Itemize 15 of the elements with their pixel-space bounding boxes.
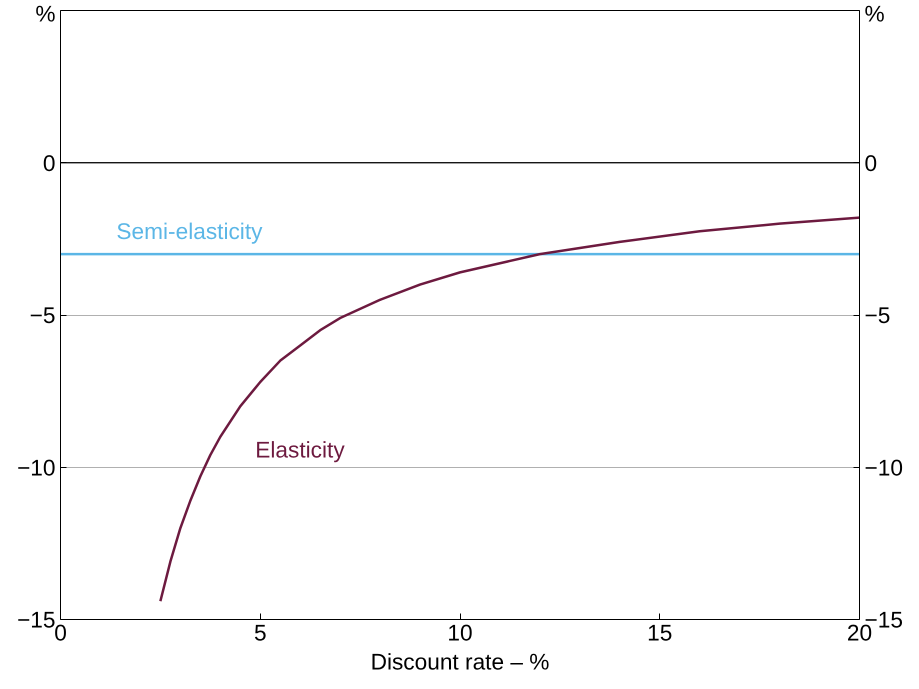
y2-tick-label: −5 — [864, 302, 890, 328]
x-tick-label: 15 — [647, 620, 672, 646]
y-tick-label: 0 — [42, 150, 56, 176]
y2-tick-label: % — [864, 0, 885, 26]
x-tick-label: 5 — [254, 620, 267, 646]
y-tick-label: −15 — [17, 606, 56, 632]
y-tick-label: −10 — [17, 454, 56, 480]
x-tick-label: 10 — [447, 620, 473, 646]
y-tick-label: −5 — [30, 302, 56, 328]
y2-tick-label: 0 — [864, 150, 878, 176]
x-axis-title: Discount rate – % — [370, 648, 550, 674]
series-label: Elasticity — [255, 436, 346, 462]
series-label: Semi-elasticity — [116, 218, 264, 244]
y-tick-label: % — [35, 0, 56, 26]
y2-tick-label: −10 — [864, 454, 903, 480]
